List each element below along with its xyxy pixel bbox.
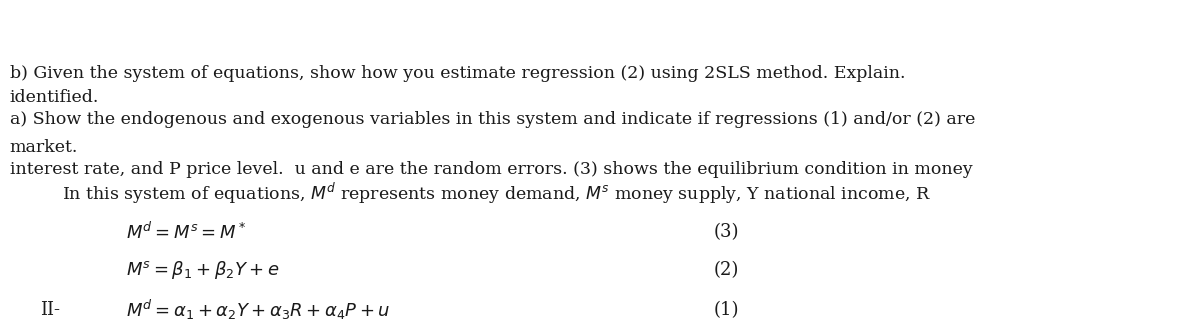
Text: (1): (1) xyxy=(714,301,739,319)
Text: a) Show the endogenous and exogenous variables in this system and indicate if re: a) Show the endogenous and exogenous var… xyxy=(10,112,974,128)
Text: b) Given the system of equations, show how you estimate regression (2) using 2SL: b) Given the system of equations, show h… xyxy=(10,65,905,82)
Text: (2): (2) xyxy=(714,261,739,279)
Text: $M^s = \beta_1 + \beta_2 Y + e$: $M^s = \beta_1 + \beta_2 Y + e$ xyxy=(126,259,280,281)
Text: identified.: identified. xyxy=(10,89,98,106)
Text: interest rate, and P price level.  u and e are the random errors. (3) shows the : interest rate, and P price level. u and … xyxy=(10,161,972,179)
Text: In this system of equations, $M^d$ represents money demand, $M^s$ money supply, : In this system of equations, $M^d$ repre… xyxy=(62,180,931,206)
Text: market.: market. xyxy=(10,138,78,155)
Text: $M^d = M^s = M^*$: $M^d = M^s = M^*$ xyxy=(126,221,246,243)
Text: II-: II- xyxy=(40,301,60,319)
Text: $M^d = \alpha_1 + \alpha_2 Y + \alpha_3 R + \alpha_4 P + u$: $M^d = \alpha_1 + \alpha_2 Y + \alpha_3 … xyxy=(126,298,390,322)
Text: (3): (3) xyxy=(714,223,739,241)
